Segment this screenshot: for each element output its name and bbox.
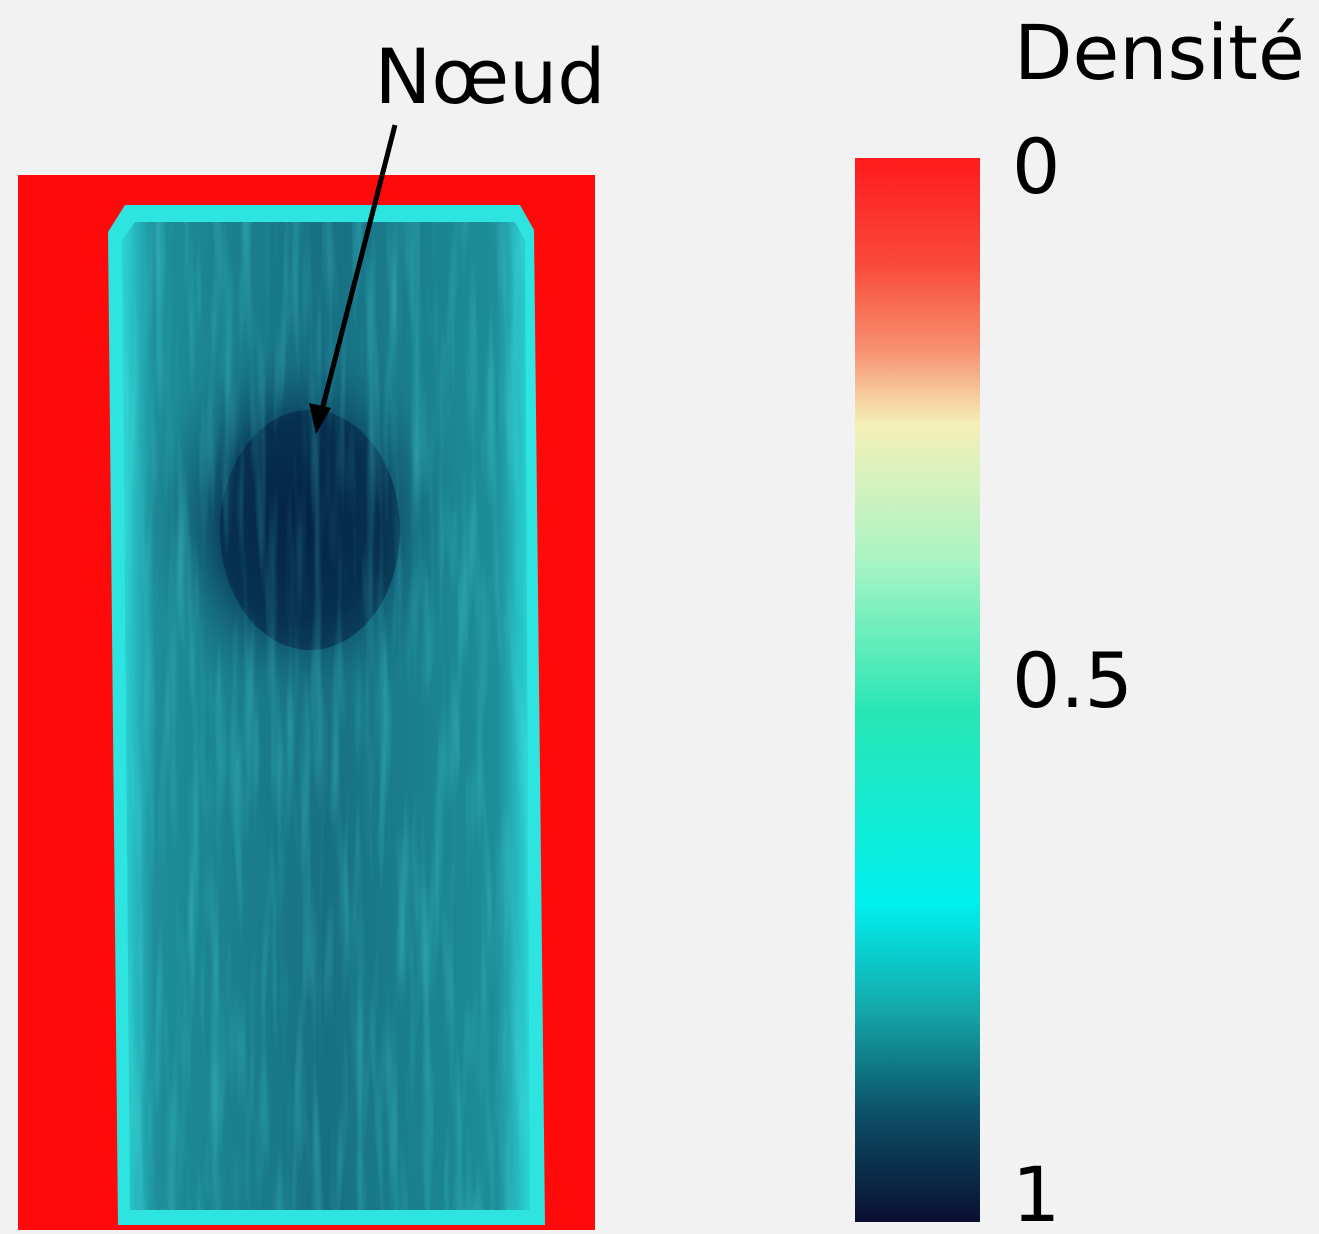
colorbar <box>855 158 980 1222</box>
wood-grain <box>122 222 530 1210</box>
annotation: Nœud <box>374 32 605 121</box>
colorbar-title: Densité <box>1014 8 1305 97</box>
colorbar-tick-label: 0 <box>1012 122 1060 211</box>
arrow-head <box>309 403 331 434</box>
colorbar-tick-label: 1 <box>1012 1150 1060 1234</box>
colorbar-tick-label: 0.5 <box>1012 636 1133 725</box>
arrow-shaft <box>319 124 398 411</box>
